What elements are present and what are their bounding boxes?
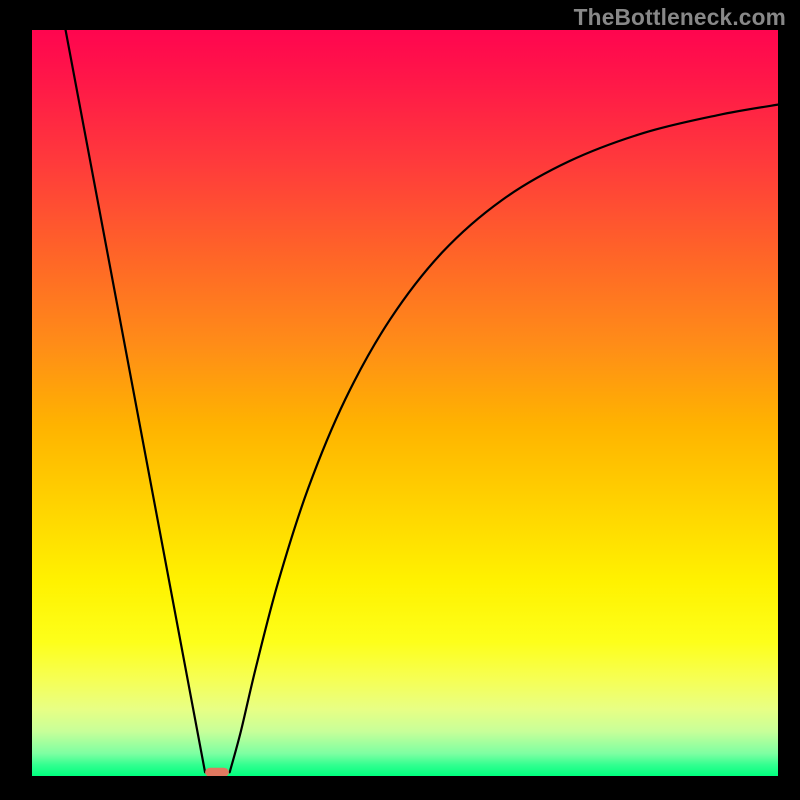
plot-svg <box>32 30 778 776</box>
plot-area <box>32 30 778 776</box>
minimum-marker <box>205 768 229 776</box>
chart-container: TheBottleneck.com <box>0 0 800 800</box>
gradient-background <box>32 30 778 776</box>
watermark-text: TheBottleneck.com <box>574 4 786 31</box>
